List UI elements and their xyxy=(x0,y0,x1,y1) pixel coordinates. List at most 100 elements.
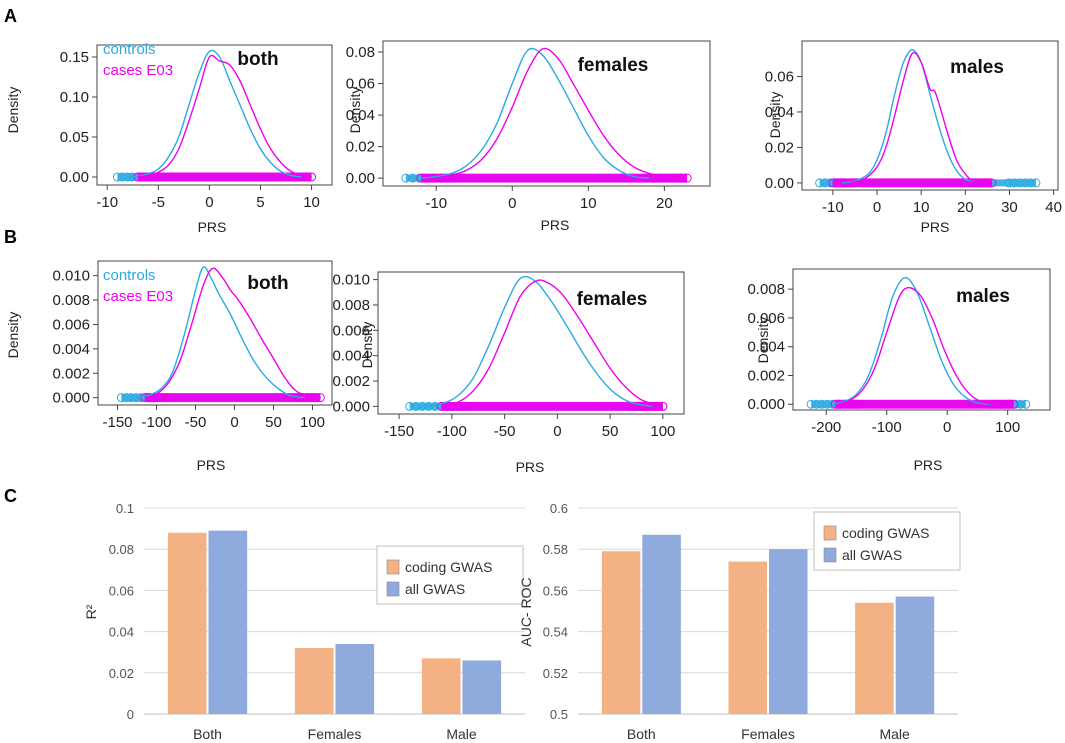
x-tick-label: -10 xyxy=(425,195,447,212)
category-label: Females xyxy=(308,726,362,742)
y-tick-label: 0.000 xyxy=(332,398,370,415)
y-axis-label: Density xyxy=(359,322,375,369)
legend-entry-controls: controls xyxy=(103,41,156,58)
legend-label-coding: coding GWAS xyxy=(842,525,929,541)
density-curve-controls xyxy=(832,276,996,405)
y-axis-label: Density xyxy=(5,87,21,134)
y-tick-label: 0 xyxy=(127,707,134,722)
bar-chart-C-R2: 0 0.02 0.04 0.06 0.08 0.1 Both Females Male R² cod… xyxy=(83,501,525,742)
bar-all-females xyxy=(769,549,808,714)
rug-point xyxy=(682,173,692,183)
legend-entry-cases: cases E03 xyxy=(103,288,173,305)
bar-coding-male xyxy=(421,658,461,714)
y-tick-label: 0.15 xyxy=(60,49,89,66)
rug-point xyxy=(1026,178,1036,188)
rug-point xyxy=(848,399,858,409)
bar-chart-C-AUC: 0.5 0.52 0.54 0.56 0.58 0.6 Both Females Male AUC… xyxy=(518,501,961,742)
plot-frame xyxy=(377,271,685,415)
subset-label: both xyxy=(247,273,288,294)
rug-point xyxy=(458,401,468,411)
y-tick-label: 0.5 xyxy=(550,707,568,722)
rug-point xyxy=(116,393,126,403)
category-label: Male xyxy=(446,726,477,742)
rug-point xyxy=(1009,178,1019,188)
x-tick-label: 50 xyxy=(602,423,619,440)
rug-point xyxy=(971,178,981,188)
x-tick-label: -50 xyxy=(494,423,516,440)
rug-point xyxy=(1004,399,1014,409)
rug-point xyxy=(658,401,668,411)
bar-legend: coding GWAS all GWAS xyxy=(376,545,524,605)
y-tick-label: 0.04 xyxy=(109,625,134,640)
density-curve-cases xyxy=(144,267,313,399)
x-axis-label: PRS xyxy=(516,459,545,475)
legend-entry-controls: controls xyxy=(103,267,156,284)
rug-point xyxy=(315,393,325,403)
density-plot-A-males: 0.00 0.02 0.04 0.06 -10 0 10 20 30 40 PRS Density ma… xyxy=(765,40,1062,235)
legend-label-all: all GWAS xyxy=(842,547,902,563)
bar-coding-females xyxy=(294,648,334,714)
y-tick-label: 0.05 xyxy=(60,129,89,146)
y-tick-label: 0.000 xyxy=(52,390,90,407)
x-tick-label: 20 xyxy=(656,195,673,212)
rug-point xyxy=(656,173,666,183)
y-tick-label: 0.08 xyxy=(346,44,375,61)
x-tick-label: 10 xyxy=(303,194,320,211)
y-tick-label: 0.008 xyxy=(52,292,90,309)
rug-cases xyxy=(436,401,668,411)
rug-point xyxy=(294,172,304,182)
y-tick-label: 0.008 xyxy=(332,297,370,314)
x-tick-label: -100 xyxy=(437,423,467,440)
bar-coding-both xyxy=(167,532,207,714)
y-tick-label: 0.002 xyxy=(52,365,90,382)
plot-frame xyxy=(382,40,711,187)
y-tick-label: 0.00 xyxy=(60,169,89,186)
x-tick-label: -100 xyxy=(141,414,171,431)
y-tick-label: 0.002 xyxy=(747,367,785,384)
density-plot-B-males: 0.000 0.002 0.004 0.006 0.008 -200 -100 0 100 PRS… xyxy=(747,268,1051,473)
rug-point xyxy=(1004,178,1014,188)
rug-point xyxy=(447,401,457,411)
legend-frame xyxy=(376,545,524,605)
legend-swatch-coding xyxy=(823,525,837,541)
density-curve-cases xyxy=(850,52,992,184)
rug-point xyxy=(112,172,122,182)
panel-letter-a: A xyxy=(4,6,17,26)
x-axis-label: PRS xyxy=(541,217,570,233)
legend-swatch-coding xyxy=(386,559,400,575)
y-axis-label: AUC- ROC xyxy=(518,577,534,646)
rug-point xyxy=(636,401,646,411)
rug-point xyxy=(162,393,172,403)
y-tick-label: 0.6 xyxy=(550,501,568,516)
legend-entry-cases: cases E03 xyxy=(103,62,173,79)
x-tick-label: 0 xyxy=(230,414,238,431)
bar-coding-both xyxy=(601,551,641,714)
subset-label: males xyxy=(956,286,1010,307)
subset-label: both xyxy=(237,49,278,70)
rug-point xyxy=(1015,399,1025,409)
plots-layer: 0.000.050.100.15-10 -5 0 5 10PRSDensitybothc… xyxy=(5,40,1062,742)
rug-point xyxy=(464,401,474,411)
density-plot-B-both: 0.000 0.002 0.004 0.006 0.008 0.010 -150 -100 -5… xyxy=(5,260,333,473)
rug-point xyxy=(411,401,421,411)
y-tick-label: 0.02 xyxy=(765,139,794,156)
subset-label: females xyxy=(578,55,649,76)
x-tick-label: -100 xyxy=(872,419,902,436)
category-label: Females xyxy=(741,726,795,742)
y-axis-label: R² xyxy=(83,604,99,619)
y-tick-label: 0.54 xyxy=(543,625,568,640)
bar-all-male xyxy=(462,660,502,714)
x-tick-label: 100 xyxy=(650,423,675,440)
rug-cases xyxy=(140,393,325,403)
rug-point xyxy=(995,399,1005,409)
rug-point xyxy=(815,178,825,188)
rug-point xyxy=(1021,399,1031,409)
plot-frame xyxy=(801,40,1059,191)
x-tick-label: 30 xyxy=(1001,199,1018,216)
rug-point xyxy=(662,173,672,183)
subset-label: females xyxy=(577,289,648,310)
legend-swatch-all xyxy=(823,547,837,563)
x-tick-label: 0 xyxy=(943,419,951,436)
plot-frame xyxy=(96,44,333,186)
